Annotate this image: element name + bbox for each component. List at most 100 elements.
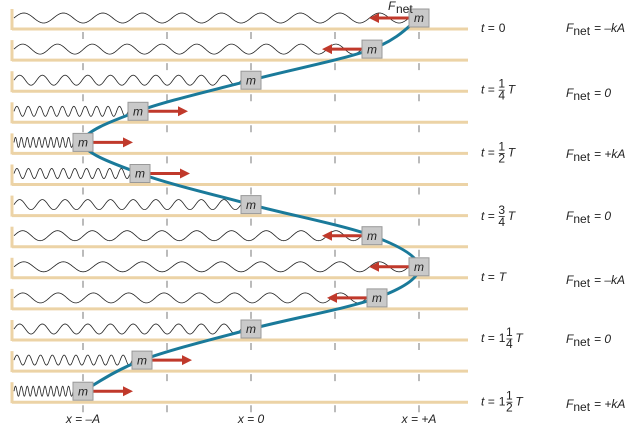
force-symbol: F: [566, 273, 574, 287]
fraction-denominator: 2: [498, 152, 505, 166]
mass-label: m: [414, 260, 424, 274]
mass: [361, 39, 383, 59]
spring: [13, 43, 363, 55]
fraction-denominator: 2: [506, 400, 513, 414]
arrow-head: [369, 261, 379, 272]
time-prefix: t =: [481, 21, 495, 35]
mass-label: m: [135, 167, 145, 181]
arrow-head: [327, 292, 337, 303]
arrow-head: [178, 106, 188, 117]
axis-label: x = –A: [65, 412, 100, 426]
spring: [13, 168, 131, 179]
time-prefix: t =: [481, 270, 495, 284]
axis-label: x = +A: [401, 412, 437, 426]
mass: [72, 132, 94, 152]
mass-label: m: [133, 104, 143, 118]
time-symbol: T: [499, 270, 508, 284]
time-prefix: t =: [481, 146, 495, 160]
force-value: = +kA: [594, 147, 625, 161]
time-prefix: t =: [481, 331, 495, 345]
mass-label: m: [367, 229, 377, 243]
force-symbol: F: [566, 147, 574, 161]
mass: [240, 70, 262, 90]
force-value: = 0: [594, 86, 611, 100]
force-value: = –kA: [594, 273, 625, 287]
force-value: = 0: [594, 332, 611, 346]
time-prefix: t =: [481, 394, 495, 408]
mass-label: m: [246, 322, 256, 336]
spring: [13, 261, 410, 273]
mass: [240, 319, 262, 339]
time-symbol: T: [508, 146, 517, 160]
arrow-head: [322, 44, 332, 55]
mass: [131, 350, 153, 370]
force-symbol: F: [566, 21, 574, 35]
fraction-numerator: 1: [506, 388, 513, 402]
fraction-denominator: 4: [498, 215, 505, 229]
mass-label: m: [367, 42, 377, 56]
fraction-numerator: 3: [498, 203, 505, 217]
time-symbol: T: [508, 82, 517, 96]
arrow-head: [369, 13, 379, 23]
spring: [13, 136, 74, 148]
arrow-head: [123, 137, 133, 148]
mass-label: m: [246, 198, 256, 212]
force-annotation: F: [388, 0, 396, 13]
mass: [366, 288, 388, 308]
fraction-denominator: 4: [506, 337, 513, 351]
spring: [13, 323, 242, 335]
force-annotation-sub: net: [396, 2, 413, 16]
spring: [13, 292, 368, 304]
time-prefix: t =: [481, 209, 495, 223]
force-symbol: F: [566, 332, 574, 346]
force-subscript: net: [573, 212, 590, 226]
time-symbol: T: [515, 394, 524, 408]
time-symbol: T: [515, 331, 524, 345]
force-value: = –kA: [594, 21, 625, 35]
spring: [13, 230, 363, 242]
fraction-denominator: 4: [498, 88, 505, 102]
mass: [129, 164, 151, 183]
mass-label: m: [78, 136, 88, 150]
mass: [240, 195, 262, 215]
spring: [13, 354, 133, 366]
mass-label: m: [137, 353, 147, 367]
mass: [127, 101, 149, 121]
force-symbol: F: [566, 86, 574, 100]
force-subscript: net: [573, 400, 590, 414]
fraction-numerator: 1: [498, 140, 505, 154]
time-value: 0: [499, 21, 506, 35]
force-subscript: net: [573, 24, 590, 38]
mass-label: m: [414, 11, 424, 25]
force-symbol: F: [566, 397, 574, 411]
spring: [13, 74, 242, 86]
mass: [408, 8, 430, 28]
force-value: = +kA: [594, 397, 625, 411]
force-symbol: F: [566, 209, 574, 223]
mass: [72, 381, 94, 401]
mass-label: m: [372, 291, 382, 305]
spring: [13, 12, 410, 24]
arrow-head: [322, 230, 332, 241]
arrow-head: [123, 386, 133, 397]
spring: [13, 105, 129, 117]
time-symbol: T: [508, 209, 517, 223]
force-subscript: net: [573, 89, 590, 103]
spring: [13, 199, 242, 211]
mass: [408, 257, 430, 277]
force-subscript: net: [573, 150, 590, 164]
time-whole: 1: [499, 394, 506, 408]
fraction-numerator: 1: [506, 325, 513, 339]
arrow-head: [182, 355, 192, 366]
force-value: = 0: [594, 209, 611, 223]
mass-label: m: [246, 73, 256, 87]
arrow-head: [180, 168, 190, 179]
force-subscript: net: [573, 276, 590, 290]
time-prefix: t =: [481, 82, 495, 96]
fraction-numerator: 1: [498, 76, 505, 90]
spring: [13, 385, 74, 397]
force-subscript: net: [573, 335, 590, 349]
time-whole: 1: [499, 331, 506, 345]
